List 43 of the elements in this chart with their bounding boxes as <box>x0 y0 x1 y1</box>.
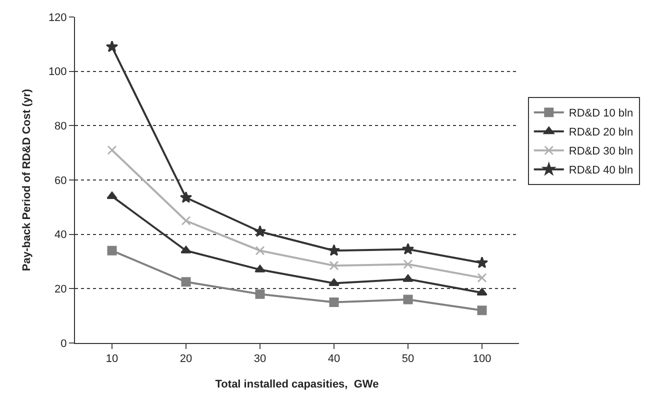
y-tick-label: 0 <box>60 338 67 350</box>
point <box>181 216 191 226</box>
point <box>107 145 117 155</box>
point <box>477 306 487 316</box>
legend-label: RD&D 30 bln <box>568 146 634 158</box>
point <box>328 244 340 256</box>
y-tick-label: 20 <box>54 284 67 296</box>
point <box>329 298 339 307</box>
x-tick-label: 10 <box>106 353 118 366</box>
legend-label: RD&D 20 bln <box>568 126 634 139</box>
point <box>181 277 191 287</box>
x-tick-label: 50 <box>402 353 414 366</box>
y-tick-label: 80 <box>54 120 67 133</box>
point <box>107 246 117 256</box>
legend-label: RD&D 40 bln <box>568 164 634 177</box>
point <box>106 40 118 52</box>
point <box>255 289 265 299</box>
point <box>477 273 487 283</box>
y-axis-title: Pay-back Period of RD&D Cost (yr) <box>21 88 34 272</box>
point <box>402 274 414 282</box>
y-tick-label: 120 <box>48 12 67 24</box>
x-axis-title: Total installed capasities, GWe <box>215 378 379 390</box>
x-tick-label: 30 <box>254 353 266 366</box>
legend-label: RD&D 10 bln <box>568 108 634 120</box>
x-tick-label: 100 <box>472 353 492 366</box>
point <box>180 191 192 203</box>
point <box>328 278 340 286</box>
y-tick-label: 60 <box>54 174 67 187</box>
point <box>402 242 414 255</box>
y-tick-label: 100 <box>48 66 67 78</box>
y-tick-label: 40 <box>54 229 67 242</box>
point <box>476 256 488 268</box>
point <box>255 246 265 256</box>
point <box>254 225 266 237</box>
point <box>403 259 413 269</box>
x-tick-label: 20 <box>180 353 192 366</box>
point <box>476 288 488 296</box>
x-tick-label: 40 <box>328 353 340 366</box>
point <box>106 192 118 200</box>
point <box>254 264 266 272</box>
point <box>180 246 192 254</box>
point <box>329 260 339 270</box>
point <box>403 294 413 304</box>
